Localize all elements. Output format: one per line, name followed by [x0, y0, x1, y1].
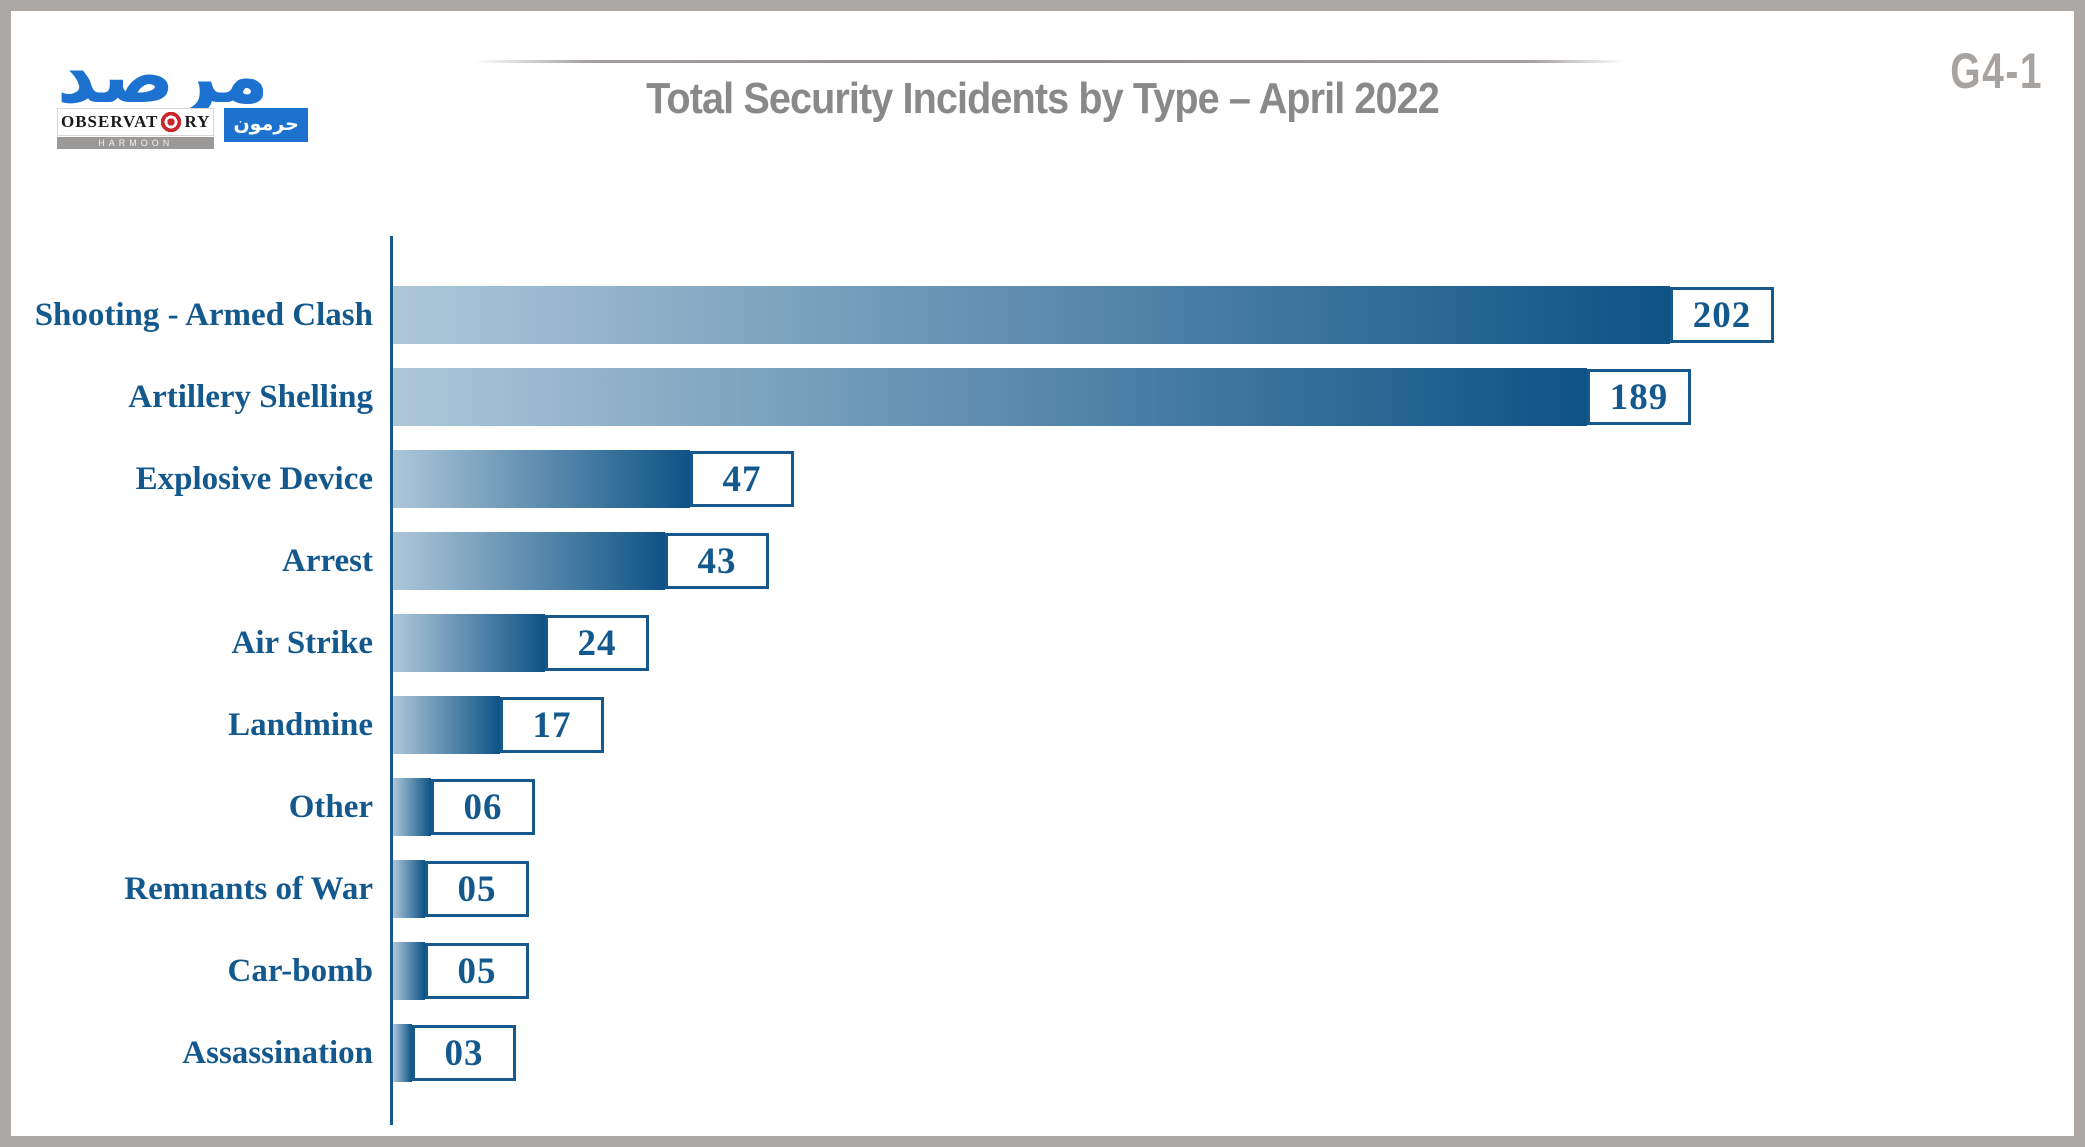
value-label: 06	[463, 786, 503, 828]
bar	[393, 1024, 412, 1082]
logo-bottom-strips: OBSERVAT RY HARMOON حرمون	[57, 108, 308, 150]
category-label: Assassination	[182, 1035, 373, 1071]
value-label: 17	[532, 704, 572, 746]
observatory-strip-wrap: OBSERVAT RY HARMOON	[57, 108, 215, 150]
value-box: 06	[431, 779, 535, 835]
title-divider-line	[474, 60, 1624, 63]
value-label: 03	[444, 1032, 484, 1074]
value-box: 24	[545, 615, 649, 671]
figure-code: G4-1	[1950, 43, 2043, 99]
value-label: 05	[457, 950, 497, 992]
bar	[393, 778, 431, 836]
value-box: 189	[1587, 369, 1691, 425]
observatory-text-post: RY	[184, 112, 211, 132]
observatory-text-pre: OBSERVAT	[61, 112, 159, 132]
target-icon	[159, 110, 184, 135]
category-label: Explosive Device	[135, 461, 373, 497]
bar	[393, 860, 425, 918]
bar	[393, 696, 500, 754]
bar	[393, 450, 690, 508]
value-box: 05	[425, 943, 529, 999]
value-box: 202	[1670, 287, 1774, 343]
category-label: Remnants of War	[124, 871, 373, 907]
bar	[393, 942, 425, 1000]
observatory-logo: مرصد OBSERVAT RY HARMOON حرمون	[57, 31, 308, 150]
value-label: 202	[1692, 294, 1752, 336]
category-label: Landmine	[228, 707, 373, 743]
y-axis-line	[390, 236, 393, 1125]
value-label: 43	[697, 540, 737, 582]
category-label: Air Strike	[231, 625, 373, 661]
observatory-label: OBSERVAT RY	[57, 108, 215, 137]
category-label: Shooting - Armed Clash	[34, 297, 373, 333]
value-label: 24	[577, 622, 617, 664]
value-label: 189	[1609, 376, 1669, 418]
category-label: Arrest	[281, 543, 373, 579]
logo-arabic-wordmark: مرصد	[57, 31, 269, 120]
value-box: 47	[690, 451, 794, 507]
value-box: 03	[412, 1025, 516, 1081]
category-label: Other	[288, 789, 373, 825]
bar	[393, 286, 1670, 344]
chart-title: Total Security Incidents by Type – April…	[646, 74, 1440, 123]
value-box: 43	[665, 533, 769, 589]
value-box: 05	[425, 861, 529, 917]
category-label: Car-bomb	[227, 953, 373, 989]
bar	[393, 614, 545, 672]
value-box: 17	[500, 697, 604, 753]
value-label: 47	[722, 458, 762, 500]
category-label: Artillery Shelling	[128, 379, 373, 415]
bar	[393, 532, 665, 590]
harmoon-label: HARMOON	[57, 137, 215, 150]
bar	[393, 368, 1587, 426]
value-label: 05	[457, 868, 497, 910]
harmoun-arabic-label: حرمون	[224, 108, 308, 143]
